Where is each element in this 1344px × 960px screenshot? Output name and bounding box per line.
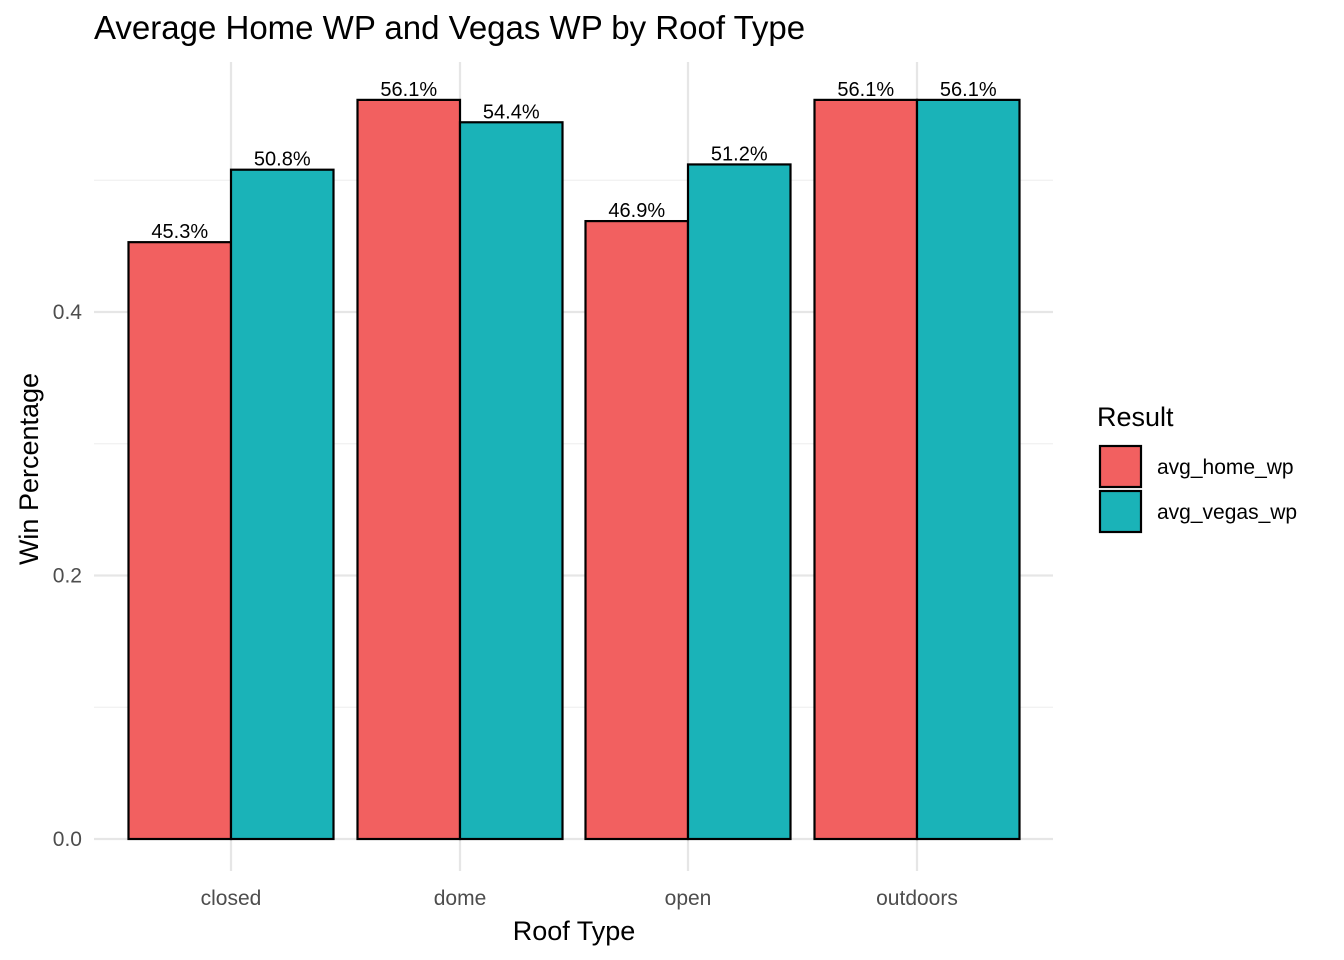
y-axis-title: Win Percentage — [14, 373, 44, 565]
bar-avg_home_wp-closed — [127, 241, 233, 841]
data-labels-layer: 45.3% 50.8% 56.1% 54.4% 46.9% 51.2% 56.1% 56.1% — [151, 79, 996, 243]
data-label-avg_vegas_wp-open: 51.2% — [711, 143, 768, 165]
y-tick-label: 0.0 — [53, 828, 82, 851]
bar-avg_home_wp-outdoors — [813, 98, 919, 841]
data-label-avg_home_wp-closed: 45.3% — [151, 221, 208, 243]
data-label-avg_home_wp-dome: 56.1% — [380, 79, 437, 101]
data-label-avg_vegas_wp-dome: 54.4% — [483, 101, 540, 123]
y-tick-label: 0.2 — [53, 565, 82, 588]
bar-avg_vegas_wp-outdoors — [915, 98, 1021, 841]
data-label-avg_vegas_wp-outdoors: 56.1% — [940, 79, 997, 101]
bar-avg_vegas_wp-closed — [229, 168, 335, 841]
legend-key-avg_home_wp — [1098, 444, 1143, 489]
x-axis-title: Roof Type — [513, 916, 636, 946]
bar-avg_vegas_wp-dome — [458, 121, 564, 841]
data-label-avg_home_wp-outdoors: 56.1% — [837, 79, 894, 101]
bars-layer — [127, 98, 1021, 841]
legend: Result avg_home_wp avg_vegas_wp — [1097, 402, 1297, 534]
legend-key-avg_vegas_wp — [1098, 489, 1143, 534]
legend-label-avg_vegas_wp: avg_vegas_wp — [1157, 501, 1297, 524]
x-axis-ticks: closed dome open outdoors — [201, 887, 958, 910]
chart-title: Average Home WP and Vegas WP by Roof Typ… — [94, 9, 805, 46]
legend-title: Result — [1097, 402, 1174, 432]
y-tick-label: 0.4 — [53, 301, 83, 324]
x-tick-label-open: open — [665, 887, 712, 910]
y-axis-ticks: 0.0 0.2 0.4 — [53, 301, 83, 851]
x-tick-label-outdoors: outdoors — [876, 887, 958, 910]
legend-label-avg_home_wp: avg_home_wp — [1157, 456, 1294, 479]
bar-avg_vegas_wp-open — [686, 163, 792, 841]
bar-avg_home_wp-dome — [356, 98, 462, 841]
x-tick-label-dome: dome — [434, 887, 487, 910]
bar-avg_home_wp-open — [584, 219, 690, 841]
data-label-avg_vegas_wp-closed: 50.8% — [254, 149, 311, 171]
data-label-avg_home_wp-open: 46.9% — [608, 200, 665, 222]
x-tick-label-closed: closed — [201, 887, 262, 910]
